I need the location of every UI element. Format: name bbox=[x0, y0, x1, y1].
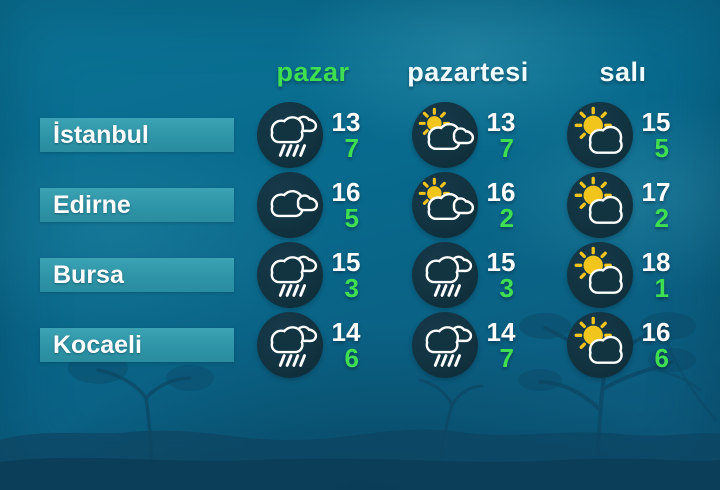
high-temp: 13 bbox=[331, 107, 361, 137]
weather-icon-badge bbox=[256, 242, 323, 308]
weather-icon-badge bbox=[411, 172, 478, 238]
rain-icon bbox=[259, 314, 321, 376]
weather-icon-badge bbox=[256, 172, 323, 238]
sun-cloud-icon bbox=[569, 244, 631, 306]
forecast-cell: 14 6 bbox=[238, 312, 388, 378]
forecast-cell: 18 1 bbox=[548, 242, 698, 308]
weather-icon-badge bbox=[411, 102, 478, 168]
low-temp: 5 bbox=[654, 133, 669, 163]
high-temp: 18 bbox=[641, 247, 671, 277]
weather-icon-badge bbox=[566, 172, 633, 238]
forecast-cell: 15 5 bbox=[548, 102, 698, 168]
weather-icon-badge bbox=[256, 312, 323, 378]
weather-icon-badge bbox=[566, 242, 633, 308]
high-temp: 16 bbox=[486, 177, 516, 207]
sun-clouds-icon bbox=[414, 104, 476, 166]
weather-icon-badge bbox=[411, 312, 478, 378]
low-temp: 1 bbox=[654, 273, 669, 303]
weather-icon-badge bbox=[566, 102, 633, 168]
high-temp: 17 bbox=[641, 177, 671, 207]
forecast-table: pazar pazartesi salı İstanbul 13 7 13 7 15… bbox=[0, 50, 720, 380]
high-temp: 16 bbox=[331, 177, 361, 207]
forecast-cell: 17 2 bbox=[548, 172, 698, 238]
sun-clouds-icon bbox=[414, 174, 476, 236]
forecast-row-istanbul: İstanbul 13 7 13 7 15 5 bbox=[0, 100, 720, 170]
forecast-cell: 16 2 bbox=[388, 172, 548, 238]
weather-icon-badge bbox=[256, 102, 323, 168]
city-label: Bursa bbox=[40, 258, 234, 292]
day-header-row: pazar pazartesi salı bbox=[0, 50, 720, 94]
tree-silhouette-background bbox=[0, 312, 720, 490]
day-header-sali: salı bbox=[599, 56, 647, 87]
high-temp: 15 bbox=[641, 107, 671, 137]
forecast-cell: 15 3 bbox=[388, 242, 548, 308]
forecast-cell: 13 7 bbox=[388, 102, 548, 168]
low-temp: 6 bbox=[654, 343, 669, 373]
forecast-cell: 15 3 bbox=[238, 242, 388, 308]
low-temp: 3 bbox=[499, 273, 514, 303]
rain-icon bbox=[414, 244, 476, 306]
low-temp: 6 bbox=[344, 343, 359, 373]
forecast-row-edirne: Edirne 16 5 16 2 17 2 bbox=[0, 170, 720, 240]
high-temp: 13 bbox=[486, 107, 516, 137]
cloudy-icon bbox=[259, 174, 321, 236]
high-temp: 16 bbox=[641, 317, 671, 347]
rain-icon bbox=[259, 244, 321, 306]
low-temp: 7 bbox=[499, 133, 514, 163]
city-label: İstanbul bbox=[40, 118, 234, 152]
low-temp: 2 bbox=[499, 203, 514, 233]
low-temp: 7 bbox=[499, 343, 514, 373]
sun-cloud-icon bbox=[569, 314, 631, 376]
forecast-cell: 14 7 bbox=[388, 312, 548, 378]
forecast-cell: 16 6 bbox=[548, 312, 698, 378]
low-temp: 2 bbox=[654, 203, 669, 233]
sun-cloud-icon bbox=[569, 104, 631, 166]
weather-icon-badge bbox=[411, 242, 478, 308]
forecast-cell: 16 5 bbox=[238, 172, 388, 238]
high-temp: 14 bbox=[331, 317, 361, 347]
rain-icon bbox=[259, 104, 321, 166]
day-header-pazartesi: pazartesi bbox=[407, 56, 529, 87]
day-header-pazar: pazar bbox=[276, 56, 350, 87]
low-temp: 3 bbox=[344, 273, 359, 303]
low-temp: 7 bbox=[344, 133, 359, 163]
sun-cloud-icon bbox=[569, 174, 631, 236]
forecast-cell: 13 7 bbox=[238, 102, 388, 168]
low-temp: 5 bbox=[344, 203, 359, 233]
high-temp: 14 bbox=[486, 317, 516, 347]
city-label: Kocaeli bbox=[40, 328, 234, 362]
city-label: Edirne bbox=[40, 188, 234, 222]
weather-icon-badge bbox=[566, 312, 633, 378]
high-temp: 15 bbox=[331, 247, 361, 277]
forecast-row-kocaeli: Kocaeli 14 6 14 7 16 6 bbox=[0, 310, 720, 380]
high-temp: 15 bbox=[486, 247, 516, 277]
forecast-rows: İstanbul 13 7 13 7 15 5 Edirne 16 bbox=[0, 100, 720, 380]
forecast-row-bursa: Bursa 15 3 15 3 18 1 bbox=[0, 240, 720, 310]
rain-icon bbox=[414, 314, 476, 376]
